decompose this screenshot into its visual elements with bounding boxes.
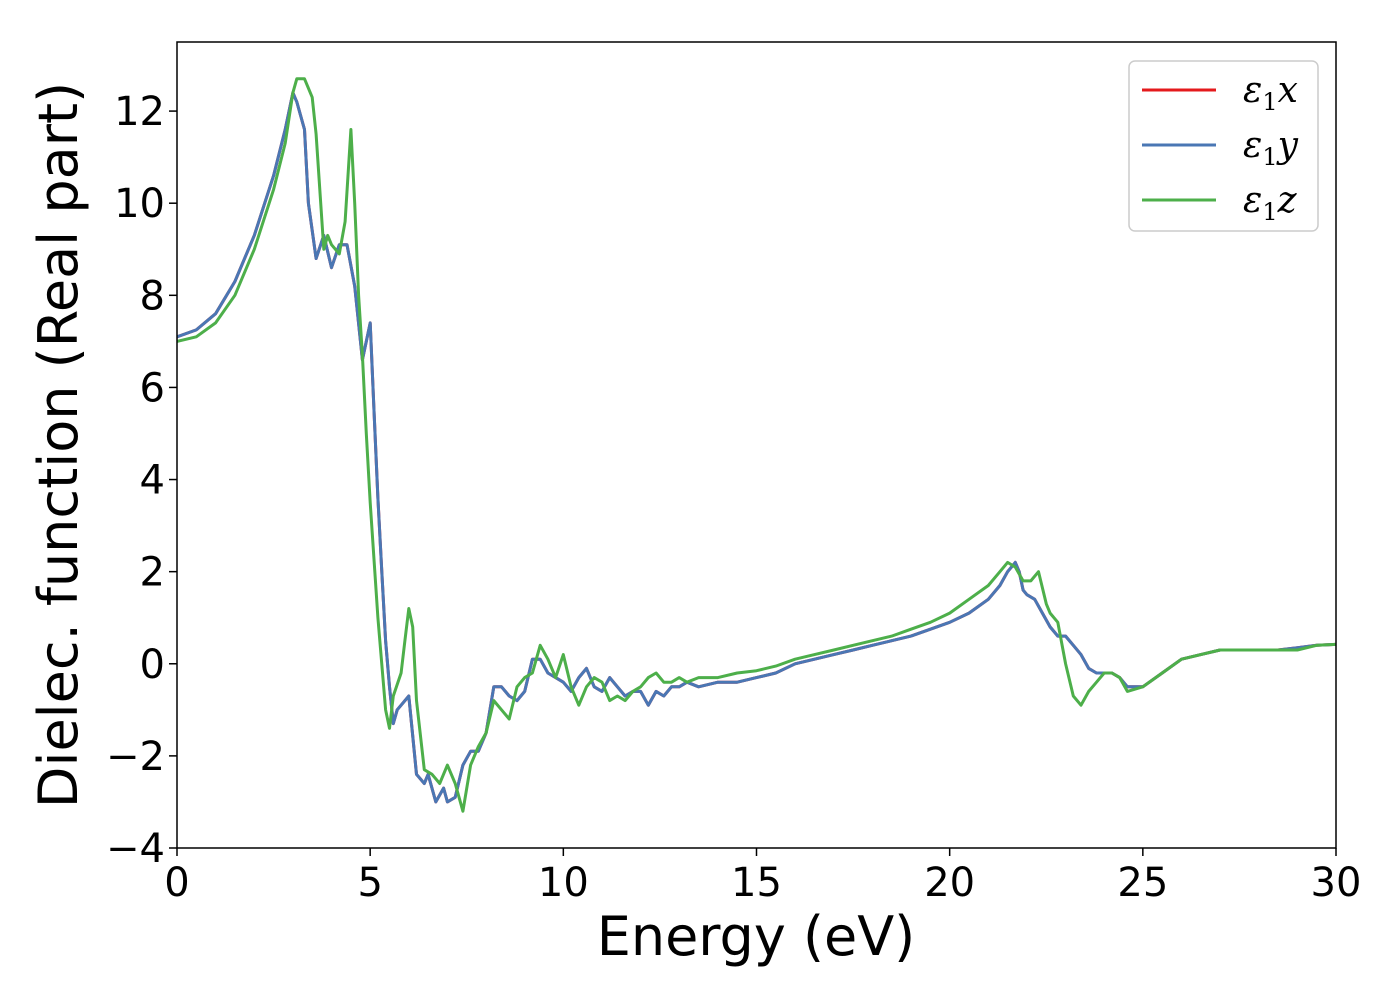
- x-tick-label: 30: [1311, 860, 1362, 906]
- legend-label-y: ε1y: [1243, 125, 1299, 171]
- legend-label-z: ε1z: [1243, 180, 1298, 226]
- x-tick-label: 10: [538, 860, 589, 906]
- y-tick-label: 0: [140, 642, 165, 688]
- y-axis-label: Dielec. function (Real part): [27, 82, 90, 808]
- y-tick-label: −2: [106, 734, 165, 780]
- x-tick-label: 5: [357, 860, 382, 906]
- y-tick-label: 6: [140, 365, 165, 411]
- y-tick-label: 2: [140, 550, 165, 596]
- y-axis-ticks: −4 −2 0 2 4 6 8 10 12: [106, 89, 177, 872]
- series-line-y: [177, 91, 1336, 804]
- y-tick-label: 12: [114, 89, 165, 135]
- y-tick-label: 10: [114, 181, 165, 227]
- x-axis-ticks: 0 5 10 15 20 25 30: [164, 848, 1361, 906]
- series-line-z: [177, 77, 1336, 813]
- legend: ε1x ε1y ε1z: [1128, 60, 1319, 232]
- x-tick-label: 0: [164, 860, 189, 906]
- x-axis-label: Energy (eV): [597, 905, 916, 968]
- legend-label-x: ε1x: [1243, 70, 1298, 116]
- x-tick-label: 20: [924, 860, 975, 906]
- x-tick-label: 25: [1117, 860, 1168, 906]
- x-tick-label: 15: [731, 860, 782, 906]
- plot-area: [176, 41, 1337, 849]
- y-tick-label: 4: [140, 458, 165, 504]
- y-tick-label: −4: [106, 826, 165, 872]
- legend-box: [1128, 60, 1319, 232]
- series-layer: [177, 77, 1336, 813]
- y-tick-label: 8: [140, 273, 165, 319]
